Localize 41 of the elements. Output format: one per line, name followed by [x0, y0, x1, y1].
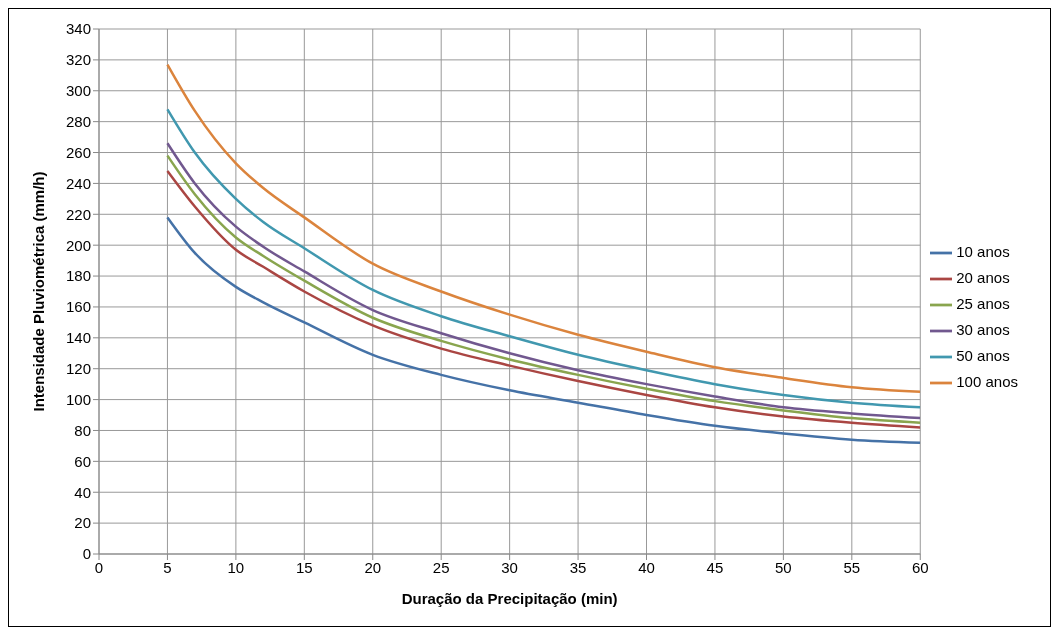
x-tick-label: 20 [364, 558, 382, 576]
y-tick-label: 240 [65, 174, 91, 192]
y-tick-label: 0 [82, 545, 91, 563]
y-tick-label: 340 [65, 20, 91, 38]
x-tick-label: 25 [432, 558, 450, 576]
y-tick-label: 140 [65, 329, 91, 347]
legend-label: 100 anos [956, 372, 1018, 390]
y-tick-label: 260 [65, 143, 91, 161]
y-tick-label: 200 [65, 236, 91, 254]
x-tick-label: 10 [227, 558, 245, 576]
x-tick-label: 35 [569, 558, 587, 576]
y-tick-label: 80 [74, 421, 91, 439]
legend-label: 30 anos [956, 320, 1010, 338]
y-tick-label: 180 [65, 267, 91, 285]
y-tick-label: 320 [65, 51, 91, 69]
y-tick-label: 20 [74, 514, 91, 532]
x-axis-title: Duração da Precipitação (min) [401, 590, 618, 607]
x-tick-label: 40 [638, 558, 655, 576]
line-series [166, 216, 921, 445]
x-tick-label: 45 [706, 558, 724, 576]
x-tick-label: 50 [775, 558, 792, 576]
y-tick-label: 300 [65, 82, 91, 100]
x-tick-label: 0 [94, 558, 104, 576]
y-tick-label: 280 [65, 112, 91, 130]
y-tick-label: 120 [65, 360, 91, 378]
x-tick-label: 60 [911, 558, 929, 576]
legend-label: 50 anos [956, 346, 1010, 364]
x-tick-label: 15 [295, 558, 313, 576]
y-tick-label: 220 [65, 205, 91, 223]
x-tick-label: 5 [163, 558, 172, 576]
x-tick-label: 55 [843, 558, 861, 576]
line-series [166, 63, 921, 394]
y-tick-label: 100 [65, 390, 91, 408]
y-axis-title: Intensidade Pluviométrica (mm/h) [30, 171, 48, 412]
y-tick-label: 60 [74, 452, 91, 470]
x-tick-label: 30 [501, 558, 518, 576]
legend-label: 20 anos [956, 268, 1010, 286]
legend-label: 10 anos [956, 242, 1010, 260]
y-tick-label: 160 [65, 298, 91, 316]
y-tick-label: 40 [74, 483, 91, 501]
legend-label: 25 anos [956, 294, 1010, 312]
